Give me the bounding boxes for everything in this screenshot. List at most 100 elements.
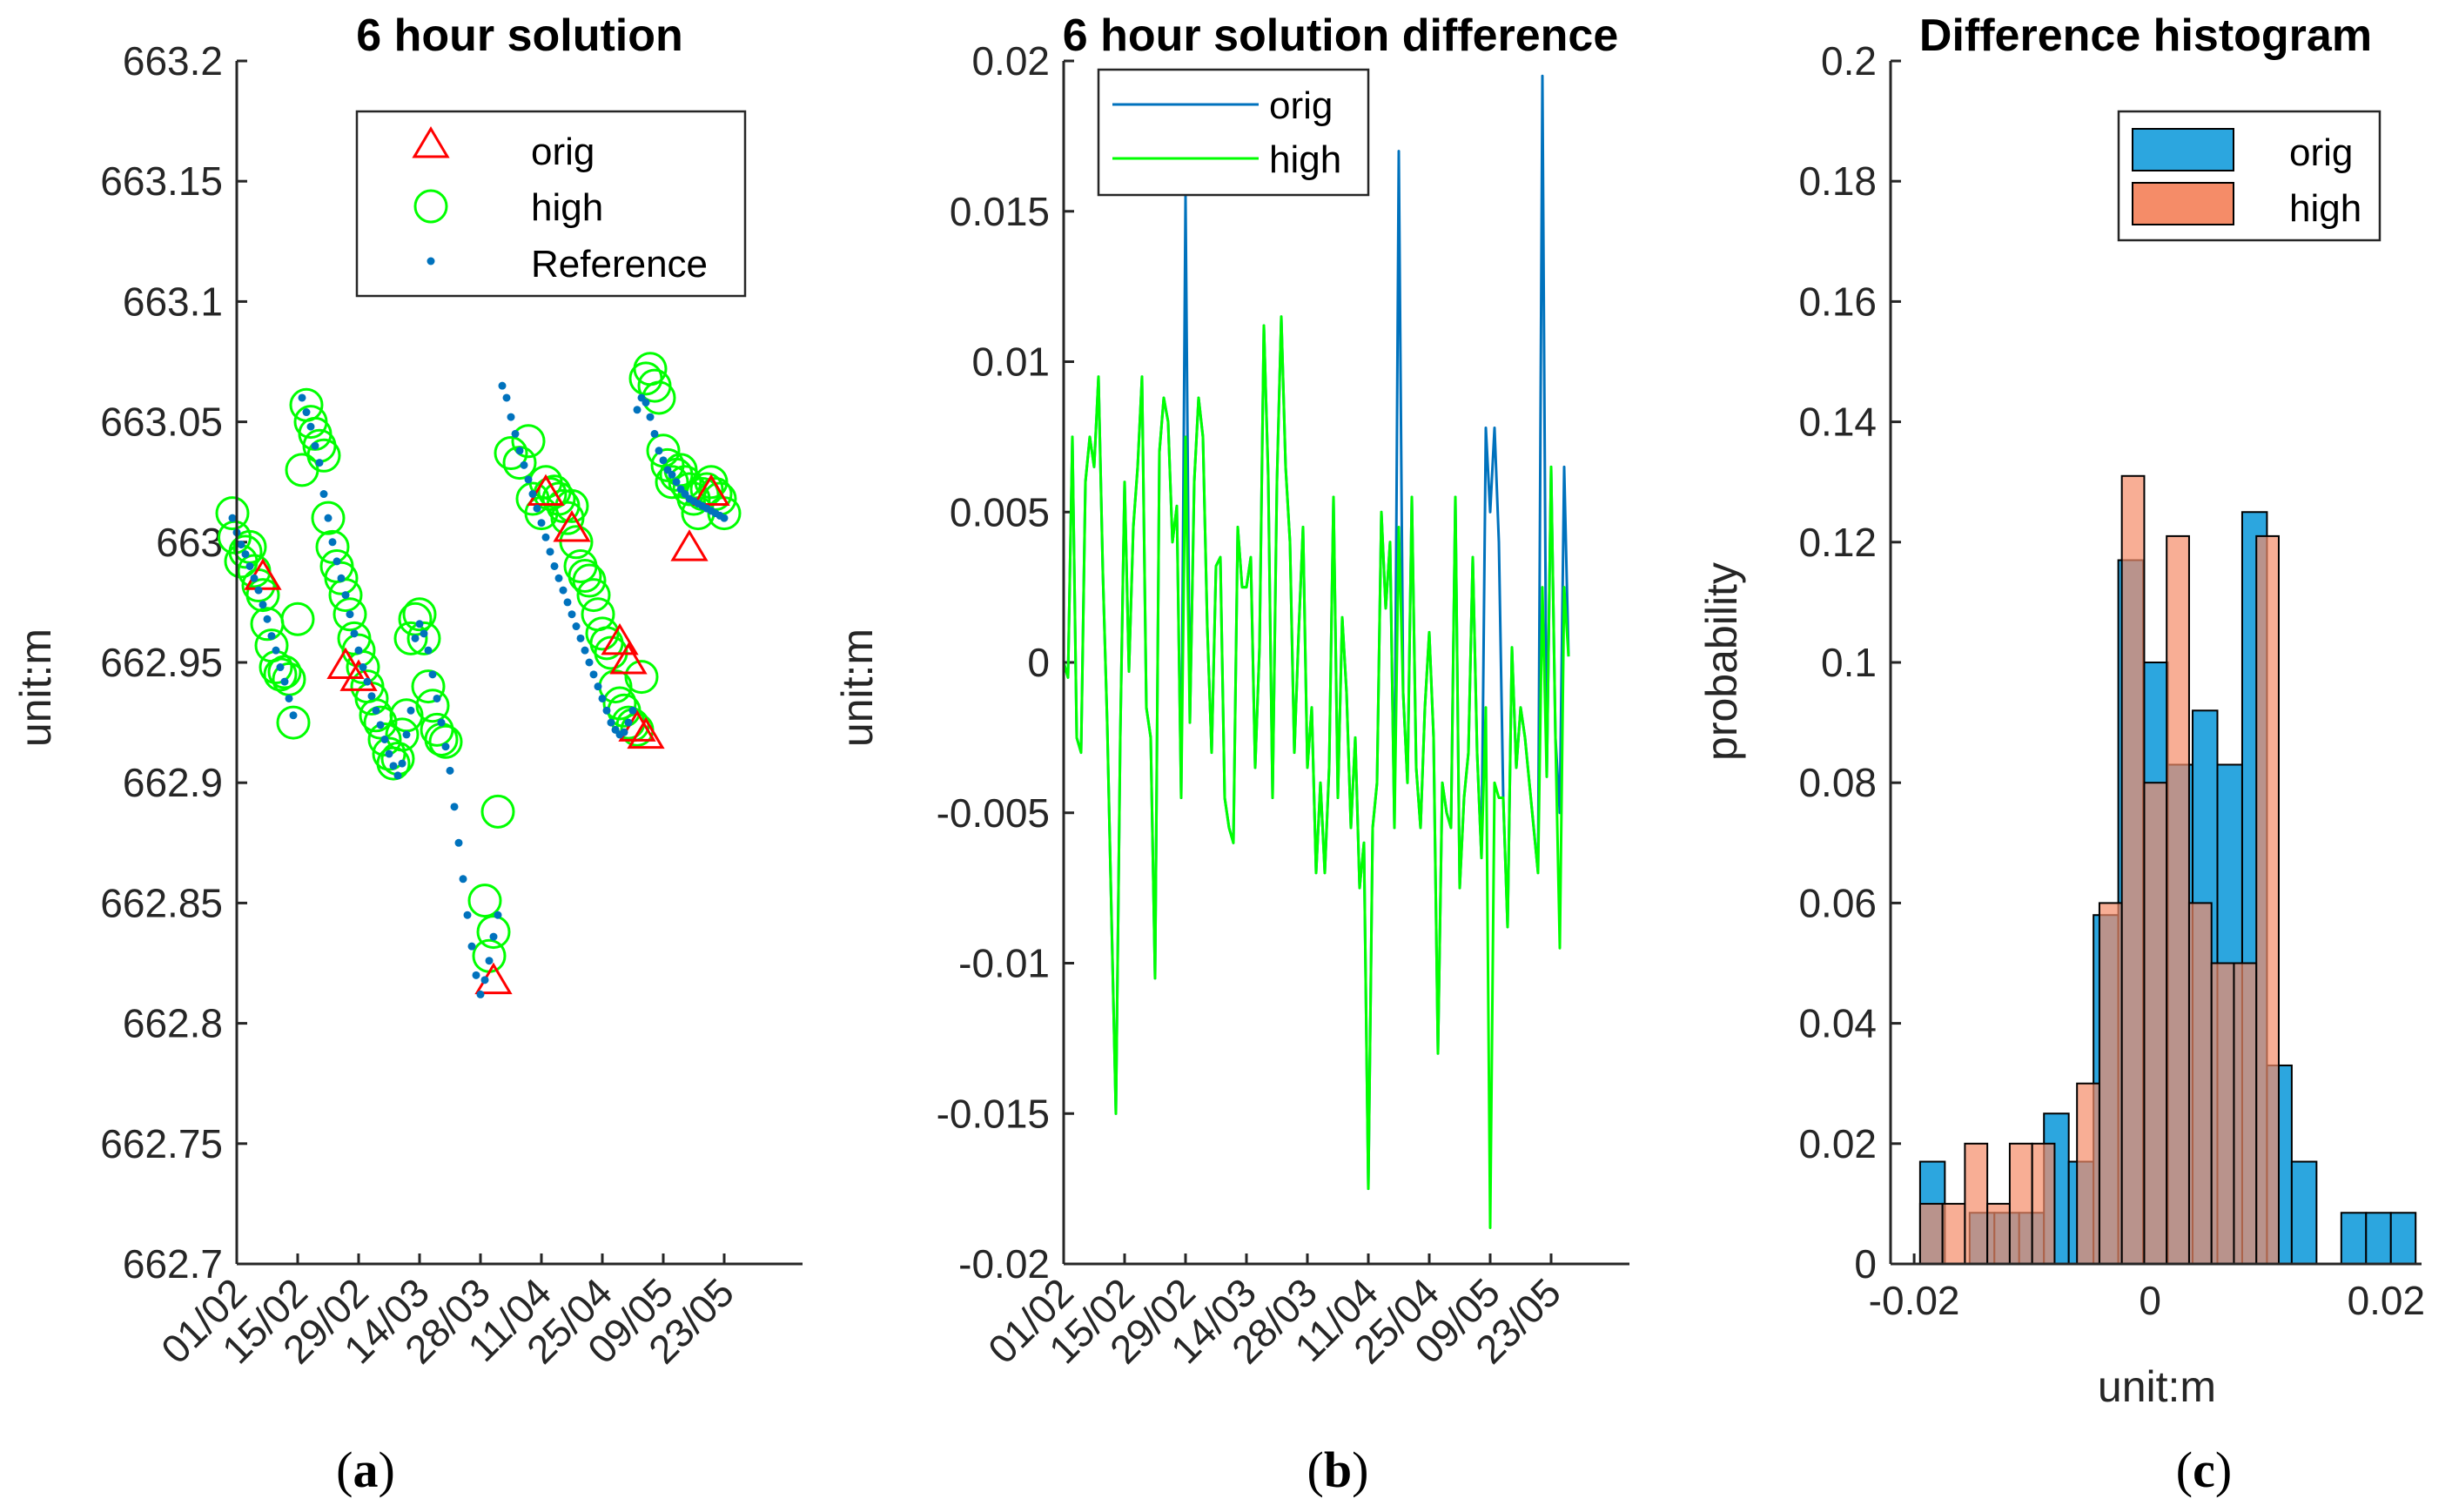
panel-a-ytick-label: 663.15 [100, 158, 223, 204]
legend-orig-marker-icon [412, 126, 450, 158]
panel-a-scatter: 6 hour solution unit:m 662.7662.75662.86… [11, 10, 803, 1498]
reference-point [254, 586, 263, 595]
reference-point [533, 504, 541, 513]
panel-c-legend: orig high [2117, 110, 2381, 242]
reference-point [389, 762, 398, 770]
panel-b-caption: (b) [1307, 1441, 1369, 1498]
orig-point [326, 647, 365, 680]
reference-point [259, 601, 267, 609]
panel-a-legend-reference: Reference [531, 243, 708, 286]
high-point [406, 621, 441, 655]
reference-point [441, 743, 450, 751]
panel-c-ytick-label: 0.2 [1821, 38, 1877, 84]
reference-point [333, 557, 341, 566]
panel-b-legend-box [1097, 68, 1370, 197]
panel-b-ytick-label: 0.01 [971, 339, 1050, 385]
reference-point [319, 490, 328, 499]
panel-b-ytick-label: -0.01 [958, 941, 1050, 986]
reference-point [537, 519, 546, 528]
panel-b-line: 6 hour solution difference unit:m -0.02-… [833, 10, 1629, 1498]
reference-point [585, 658, 594, 667]
panel-c-ytick-label: 0.1 [1821, 640, 1877, 685]
reference-point [454, 838, 463, 847]
high-point [315, 529, 350, 564]
reference-point [380, 735, 389, 743]
panel-c-caption: (c) [2176, 1441, 2232, 1498]
reference-point [241, 550, 250, 559]
high-point [215, 496, 250, 531]
panel-b-legend: orig high [1097, 68, 1370, 197]
high-point [367, 722, 402, 756]
panel-b-title: 6 hour solution difference [1063, 10, 1619, 61]
reference-point [524, 475, 533, 484]
panel-c-marks [1918, 474, 2417, 1266]
hist-bar-high [2120, 474, 2146, 1265]
panel-b-ytick-label: -0.005 [937, 790, 1050, 836]
panel-a-ylabel: unit:m [11, 628, 60, 747]
high-point [280, 601, 315, 636]
reference-point [376, 721, 385, 729]
panel-c-xtick-label: 0.02 [2348, 1278, 2426, 1323]
high-point [311, 501, 346, 535]
hist-bar-high [2076, 1082, 2100, 1265]
panel-a-ytick-label: 663 [156, 520, 223, 565]
high-point [494, 436, 528, 471]
reference-point [298, 393, 306, 402]
reference-point [511, 429, 520, 438]
panel-a-title: 6 hour solution [356, 10, 683, 61]
panel-b-ytick-label: -0.02 [958, 1241, 1050, 1287]
panel-c-ytick-label: 0.06 [1798, 880, 1877, 925]
panel-c-ytick-label: 0.12 [1798, 520, 1877, 565]
high-point [559, 525, 594, 560]
high-point [363, 705, 398, 740]
reference-point [559, 586, 568, 595]
hist-bar-high [2233, 962, 2258, 1265]
reference-point [289, 711, 298, 720]
reference-point [720, 514, 729, 522]
reference-point [311, 441, 319, 450]
reference-point [346, 610, 354, 619]
panel-c-title: Difference histogram [1919, 10, 2372, 61]
reference-point [428, 670, 437, 679]
hist-bar-high [2255, 534, 2280, 1265]
panel-a-caption-letter: a [353, 1441, 379, 1498]
high-point [385, 717, 420, 752]
reference-point [546, 548, 554, 556]
panel-a-legend-orig: orig [531, 131, 595, 173]
reference-point [411, 634, 420, 642]
reference-point [572, 622, 581, 631]
panel-b-ytick-label: 0.015 [950, 189, 1050, 234]
hist-bar-high [2210, 962, 2235, 1265]
high-point [602, 686, 637, 721]
reference-point [489, 932, 498, 941]
orig-point [692, 474, 730, 507]
reference-point [415, 620, 424, 628]
high-point [572, 563, 607, 598]
high-point [568, 558, 602, 593]
reference-point [393, 771, 402, 780]
reference-point [433, 694, 441, 702]
high-point [624, 660, 659, 695]
panel-b-ytick-label: 0.005 [950, 489, 1050, 534]
panel-b-ytick-label: 0.02 [971, 38, 1050, 84]
panel-b-yticks: -0.02 -0.015 -0.01 -0.005 0 0.005 0.01 0.015 0.0… [937, 38, 1074, 1287]
panel-a-ytick-label: 663.1 [123, 279, 223, 324]
reference-point [354, 646, 363, 655]
reference-point [402, 730, 411, 739]
panel-c-ytick-label: 0.14 [1798, 400, 1877, 445]
reference-point [398, 759, 406, 768]
high-point [476, 915, 511, 950]
high-point [228, 534, 263, 569]
hist-bar-high [2098, 902, 2123, 1266]
panel-c-histogram: Difference histogram probability unit:m … [1697, 10, 2425, 1498]
reference-point [341, 591, 350, 600]
reference-point [624, 718, 633, 727]
high-point [341, 633, 376, 668]
reference-point [633, 406, 642, 414]
panel-c-ytick-label: 0.04 [1798, 1001, 1877, 1046]
panel-b-ytick-label: -0.015 [937, 1091, 1050, 1136]
panel-a-legend: orig high Reference [355, 110, 747, 298]
reference-point [554, 574, 563, 582]
reference-point [589, 670, 598, 679]
reference-point [324, 514, 333, 522]
